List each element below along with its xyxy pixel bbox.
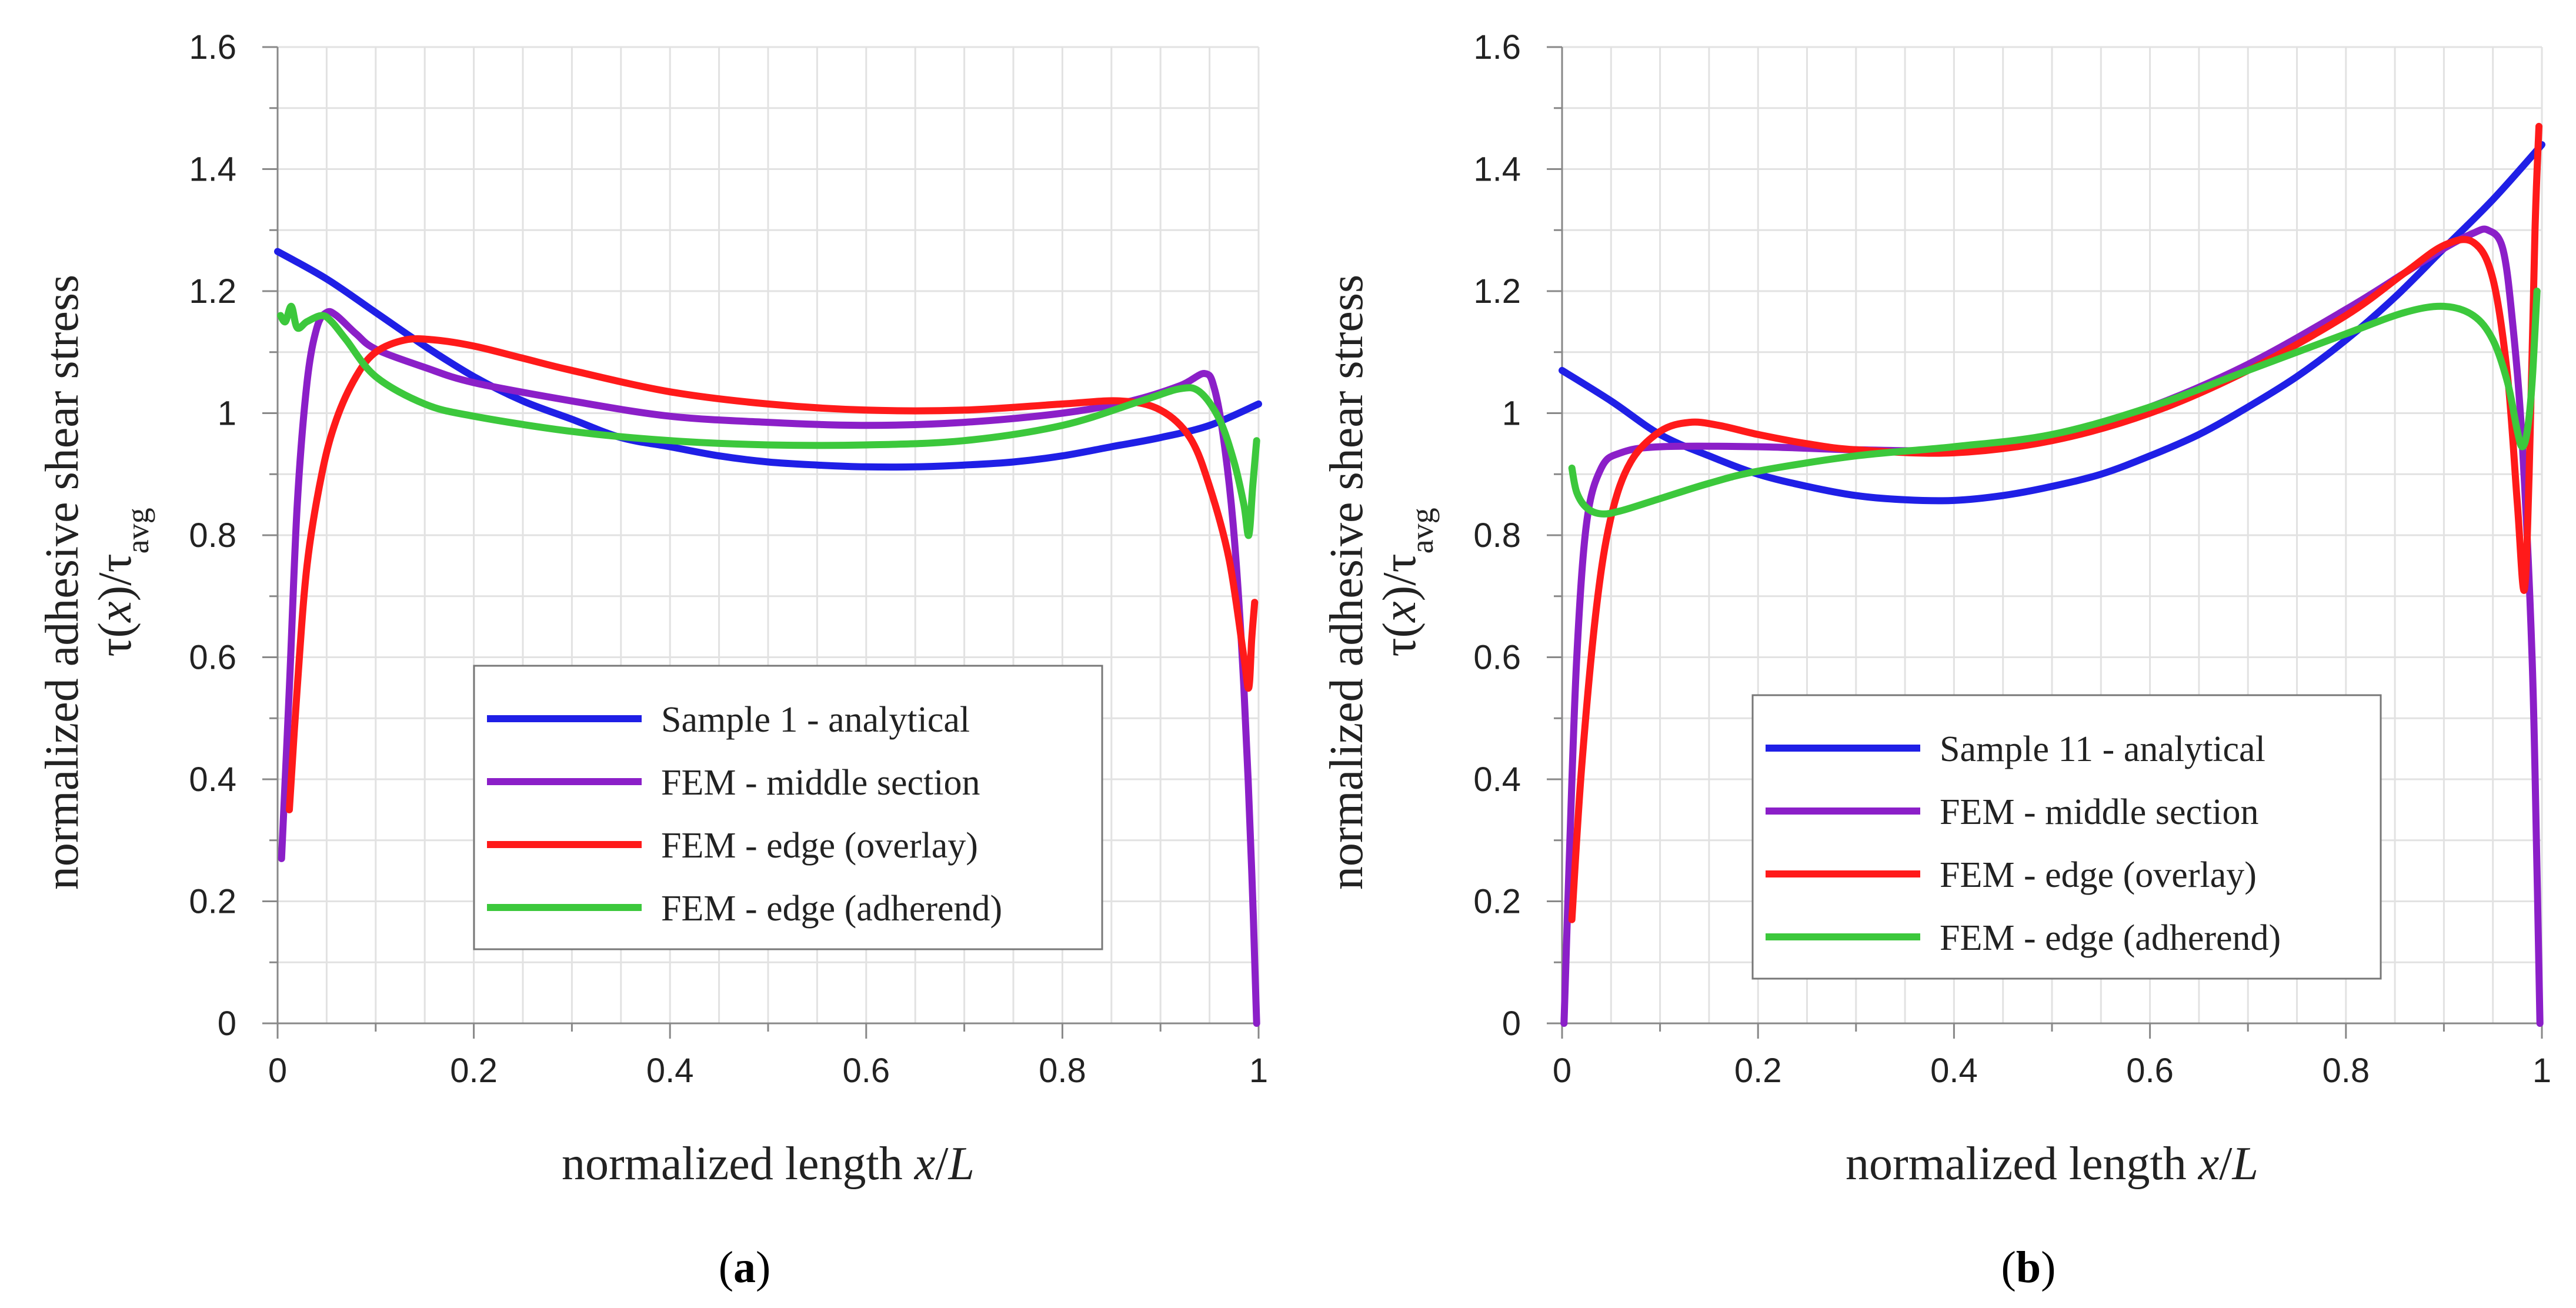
y-tick-label: 0.8: [1473, 516, 1521, 555]
legend-box: [1751, 694, 2382, 980]
x-axis-title-main: normalized length: [1846, 1138, 2198, 1190]
legend-entry-label: FEM - edge (adherend): [1940, 918, 2281, 958]
x-tick-label: 0.8: [1039, 1052, 1086, 1090]
x-tick-label: 1: [2532, 1052, 2551, 1090]
y-formula-sub: avg: [1404, 508, 1440, 553]
y-tick-label: 0.6: [1473, 639, 1521, 677]
legend-entry-label: FEM - middle section: [661, 763, 980, 803]
legend-entry-label: FEM - middle section: [1940, 792, 2258, 832]
panel-label-letter: a: [733, 1243, 756, 1292]
y-formula-tau: τ(: [89, 622, 141, 657]
y-tick-label: 1.2: [189, 272, 236, 311]
x-tick-label: 0.2: [450, 1052, 498, 1090]
panel-a: 0 0.2 0.4 0.6 0.8 1 1.2 1.4 1.6 0 0.2 0.4 0.6 0.8 1 nor…: [36, 28, 1268, 1292]
y-formula-sub: avg: [120, 508, 155, 553]
y-tick-label: 1: [1502, 395, 1521, 433]
x-axis-title-main: normalized length: [562, 1138, 915, 1190]
panel-label-close: ): [2041, 1243, 2056, 1292]
x-axis-title-var: x: [2198, 1138, 2220, 1190]
y-axis-title: normalized adhesive shear stress: [1321, 275, 1373, 890]
panel-label-close: ): [756, 1243, 770, 1292]
series-line-1: [274, 248, 1262, 471]
x-tick-label: 0.8: [2322, 1052, 2370, 1090]
series-line-4: [1568, 288, 2541, 518]
panel-label-open: (: [719, 1243, 733, 1292]
x-tick-label: 0.4: [646, 1052, 694, 1090]
y-tick-label: 1.2: [1473, 272, 1521, 311]
x-axis-title-slash: /: [2219, 1138, 2233, 1190]
series-group: [1559, 122, 2545, 1027]
x-tick-label: 0.2: [1734, 1052, 1782, 1090]
legend-entry-label: FEM - edge (adherend): [661, 889, 1002, 929]
y-tick-label: 1.6: [1473, 28, 1521, 66]
legend-entry-label: FEM - edge (overlay): [661, 826, 978, 866]
x-axis-title-len: L: [2232, 1138, 2259, 1190]
y-tick-label: 1.4: [1473, 151, 1521, 189]
x-axis-title-len: L: [948, 1138, 975, 1190]
series-line-3: [1568, 122, 2542, 923]
x-tick-label: 0: [268, 1052, 287, 1090]
y-tick-label: 1: [218, 395, 236, 433]
legend-entry-label: Sample 11 - analytical: [1940, 729, 2265, 769]
x-tick-label: 0.6: [842, 1052, 890, 1090]
y-axis-title: normalized adhesive shear stress: [36, 275, 88, 890]
series-line-3: [286, 335, 1259, 813]
x-tick-label: 0: [1553, 1052, 1571, 1090]
y-tick-label: 1.4: [189, 151, 236, 189]
y-tick-label: 0.6: [189, 639, 236, 677]
series-group: [274, 248, 1262, 1027]
x-tick-label: 0.4: [1930, 1052, 1978, 1090]
y-tick-label: 0.4: [189, 760, 236, 799]
y-tick-label: 0: [1502, 1005, 1521, 1043]
y-formula-x: x: [89, 601, 141, 623]
y-tick-label: 0.8: [189, 516, 236, 555]
panel-label: (b): [2001, 1243, 2056, 1292]
legend: Sample 1 - analytical FEM - middle sectio…: [473, 665, 1103, 950]
panel-label: (a): [719, 1243, 771, 1292]
x-axis-title: normalized length x/L: [562, 1138, 975, 1190]
y-formula-close: )/τ: [1374, 553, 1426, 601]
x-tick-label: 1: [1249, 1052, 1268, 1090]
y-axis-formula: τ(x)/τavg: [89, 508, 155, 656]
y-tick-label: 0.4: [1473, 760, 1521, 799]
y-formula-close: )/τ: [89, 553, 141, 601]
legend-entry-label: Sample 1 - analytical: [661, 700, 970, 740]
y-tick-label: 0.2: [189, 883, 236, 921]
series-line-1: [1559, 141, 2545, 505]
y-tick-label: 1.6: [189, 28, 236, 66]
x-axis-title-slash: /: [935, 1138, 949, 1190]
legend: Sample 11 - analytical FEM - middle secti…: [1751, 694, 2382, 980]
y-formula-x: x: [1374, 601, 1426, 623]
y-formula-tau: τ(: [1374, 622, 1426, 657]
legend-box: [473, 665, 1103, 950]
x-tick-label: 0.6: [2126, 1052, 2174, 1090]
y-axis-formula: τ(x)/τavg: [1374, 508, 1440, 656]
y-tick-label: 0.2: [1473, 883, 1521, 921]
panel-b: 0 0.2 0.4 0.6 0.8 1 1.2 1.4 1.6 0 0.2 0.4 0.6 0.8 1 nor…: [1321, 28, 2551, 1292]
legend-entry-label: FEM - edge (overlay): [1940, 855, 2257, 895]
x-axis-title: normalized length x/L: [1846, 1138, 2258, 1190]
panel-label-letter: b: [2016, 1243, 2041, 1292]
panel-label-open: (: [2001, 1243, 2016, 1292]
series-line-4: [277, 302, 1260, 539]
x-axis-title-var: x: [914, 1138, 936, 1190]
series-line-2: [278, 308, 1260, 1027]
y-tick-label: 0: [218, 1005, 236, 1043]
